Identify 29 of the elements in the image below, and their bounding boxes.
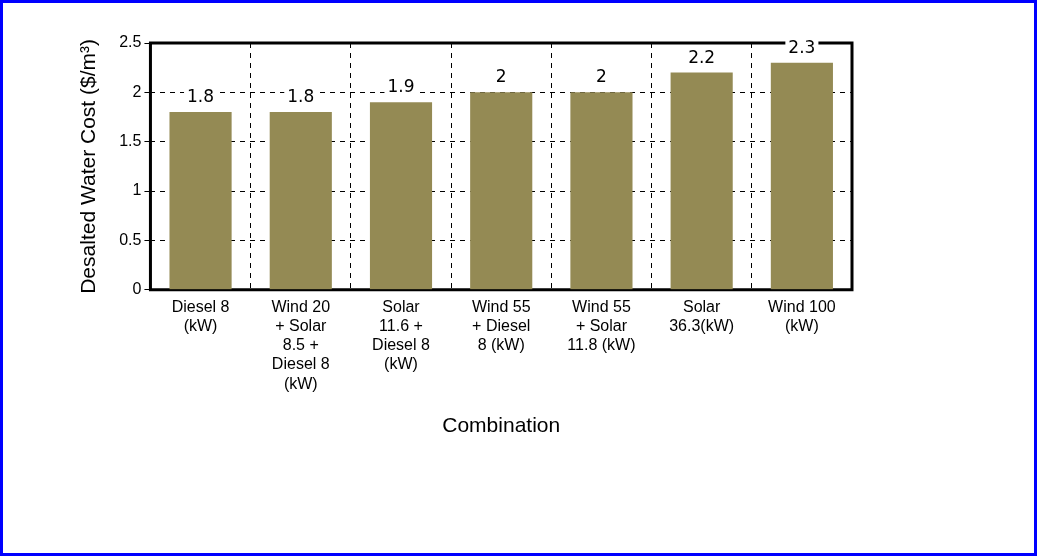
bar xyxy=(169,112,232,290)
bar xyxy=(470,92,533,290)
x-tick-label: Solar 36.3(kW) xyxy=(669,297,735,335)
y-tick-label: 2 xyxy=(132,82,142,100)
data-label: 2 xyxy=(495,66,507,87)
y-axis-title: Desalted Water Cost ($/m³) xyxy=(76,39,100,294)
bar xyxy=(369,102,433,290)
y-tick-label: 2.5 xyxy=(119,33,142,51)
x-axis-title: Combination xyxy=(442,413,561,437)
x-tick-label: Wind 100 (kW) xyxy=(768,297,836,335)
data-label: 2.2 xyxy=(688,46,716,67)
x-tick-label: Wind 20 + Solar 8.5 + Diesel 8 (kW) xyxy=(271,297,331,392)
bar xyxy=(670,72,733,290)
data-label: 2.3 xyxy=(788,36,816,57)
bar xyxy=(770,62,833,290)
y-tick-label: 0 xyxy=(132,280,142,298)
x-tick-label: Solar 11.6 + Diesel 8 (kW) xyxy=(372,297,430,373)
y-tick-label: 0.5 xyxy=(119,230,142,248)
y-tick-label: 1 xyxy=(132,181,142,199)
x-tick-label: Wind 55 + Solar 11.8 (kW) xyxy=(567,297,636,354)
data-label: 1.8 xyxy=(287,86,315,107)
y-tick-label: 1.5 xyxy=(119,132,142,150)
data-label: 1.9 xyxy=(387,76,415,97)
data-label: 1.8 xyxy=(187,86,215,107)
bar xyxy=(570,92,633,290)
x-tick-label: Diesel 8 (kW) xyxy=(171,297,230,335)
data-label: 2 xyxy=(596,66,607,87)
x-tick-label: Wind 55 + Diesel 8 (kW) xyxy=(471,297,531,354)
bar xyxy=(269,112,332,290)
